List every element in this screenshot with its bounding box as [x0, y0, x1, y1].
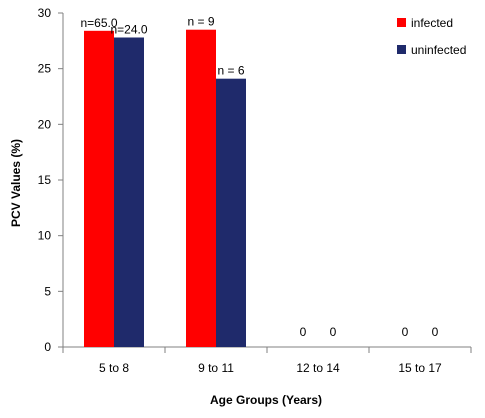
y-tick-label: 0 — [44, 340, 51, 354]
bars — [84, 29, 246, 348]
data-label: 0 — [402, 325, 409, 339]
bar-uninfected-1 — [216, 78, 246, 347]
data-label: 0 — [330, 325, 337, 339]
data-label: n = 6 — [217, 64, 244, 78]
x-tick-label: 9 to 11 — [198, 361, 234, 375]
y-tick-label: 10 — [38, 229, 52, 243]
plot-axes: 0 5 10 15 20 25 30 5 to 8 9 to 11 12 to 14 15 to 1… — [38, 6, 472, 375]
legend: infected uninfected — [397, 16, 466, 57]
legend-label-uninfected: uninfected — [411, 43, 466, 57]
data-label: 0 — [432, 325, 439, 339]
y-tick-label: 20 — [38, 117, 52, 131]
y-tick-label: 25 — [38, 62, 52, 76]
y-axis-title: PCV Values (%) — [9, 139, 23, 227]
data-label: n=65.0 — [80, 16, 117, 30]
data-labels: n=65.0 n = 9 0 0 n=24.0 n = 6 0 0 — [80, 15, 438, 339]
x-axis-title: Age Groups (Years) — [210, 393, 322, 407]
x-tick-label: 12 to 14 — [296, 361, 340, 375]
x-tick-label: 15 to 17 — [398, 361, 442, 375]
legend-label-infected: infected — [411, 16, 453, 30]
y-tick-label: 5 — [44, 284, 51, 298]
y-tick-label: 15 — [38, 173, 52, 187]
y-tick-label: 30 — [38, 6, 52, 20]
legend-swatch-uninfected — [397, 45, 406, 54]
x-tick-label: 5 to 8 — [99, 361, 129, 375]
bar-infected-0 — [84, 30, 114, 348]
legend-swatch-infected — [397, 18, 406, 27]
data-label: n=24.0 — [110, 22, 147, 36]
bar-infected-1 — [186, 29, 216, 347]
data-label: 0 — [300, 325, 307, 339]
bar-uninfected-0 — [114, 37, 144, 347]
data-label: n = 9 — [187, 15, 214, 29]
